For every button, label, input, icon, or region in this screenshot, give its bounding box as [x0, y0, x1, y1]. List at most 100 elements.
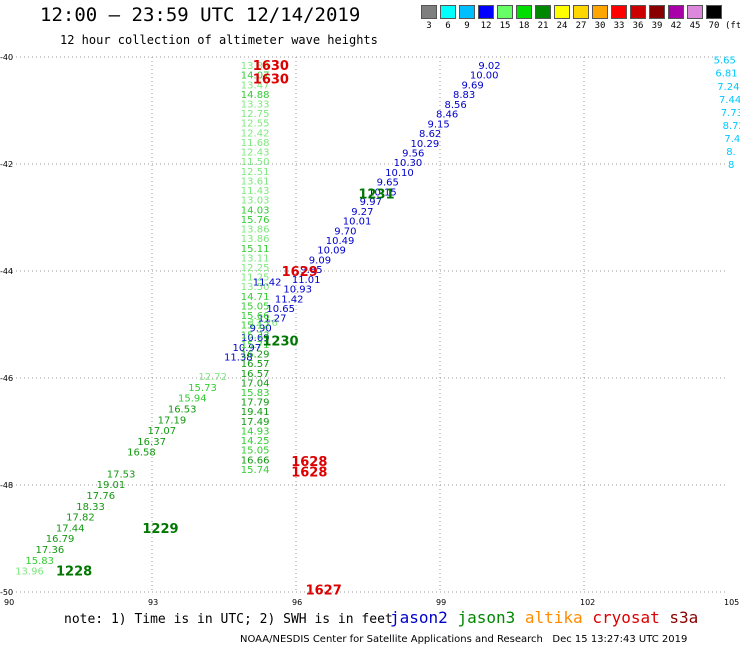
x-tick-label: 99: [436, 598, 446, 607]
swh-value-label: 15.05: [241, 446, 270, 457]
swh-value-label: 16.57: [241, 359, 270, 370]
swh-value-label: 10.69: [241, 333, 270, 344]
legend-label: 27: [575, 21, 587, 31]
swh-value-label: 7.44: [719, 95, 740, 106]
satellite-legend-altika: altika: [524, 608, 593, 627]
swh-value-label: 9.85: [300, 265, 322, 276]
swh-value-label: 15.71: [241, 340, 270, 351]
swh-value-label: 15.76: [241, 215, 270, 226]
satellite-legend-s3a: s3a: [669, 608, 699, 627]
swh-value-label: 15.73: [188, 383, 217, 394]
y-tick-label: -40: [0, 53, 13, 62]
footer-credit: NOAA/NESDIS Center for Satellite Applica…: [240, 634, 688, 645]
swh-value-label: 16.58: [127, 448, 156, 459]
swh-value-label: 14.25: [241, 436, 270, 447]
swh-value-label: 8.56: [444, 100, 466, 111]
legend-bin: 18: [516, 5, 532, 31]
time-label: 1228: [56, 565, 92, 580]
swh-value-label: 11.68: [241, 138, 270, 149]
satellite-legend-cryosat: cryosat: [592, 608, 670, 627]
swh-value-label: 17.44: [56, 523, 85, 534]
swh-value-label: 15.94: [178, 394, 207, 405]
swh-value-label: 10.93: [283, 285, 312, 296]
swh-value-label: 16.66: [241, 455, 270, 466]
legend-swatch: [611, 5, 627, 19]
swh-value-label: 10.00: [470, 71, 499, 82]
note-text: note: 1) Time is in UTC; 2) SWH is in fe…: [64, 612, 393, 627]
swh-value-label: 17.36: [36, 545, 65, 556]
time-label: 1230: [262, 335, 298, 350]
legend-label: 24: [556, 21, 568, 31]
time-label: 1630: [253, 72, 289, 87]
swh-value-label: 13.50: [241, 282, 270, 293]
swh-value-label: 16.79: [46, 534, 75, 545]
swh-value-label: 9.56: [402, 148, 424, 159]
y-tick-label: -44: [0, 267, 13, 276]
swh-value-label: 10.30: [394, 158, 423, 169]
satellite-legend-jason3: jason3: [457, 608, 525, 627]
swh-value-label: 15.74: [241, 465, 270, 476]
legend-label: 9: [464, 21, 470, 31]
swh-value-label: 12.42: [241, 128, 270, 139]
swh-value-label: 13.61: [241, 176, 270, 187]
swh-value-label: 17.07: [147, 426, 176, 437]
swh-value-label: 17.04: [241, 378, 270, 389]
swh-value-label: 17.19: [158, 415, 187, 426]
legend-bin: 21: [535, 5, 551, 31]
legend-bin: 24: [554, 5, 570, 31]
legend-bin: 3: [421, 5, 437, 31]
swh-value-label: 18.33: [76, 502, 105, 513]
swh-value-label: 9.15: [428, 119, 450, 130]
legend-swatch: [592, 5, 608, 19]
swh-value-label: 16.29: [241, 350, 270, 361]
swh-value-label: 13.39: [241, 61, 270, 72]
swh-value-label: 7.73: [721, 108, 740, 119]
swh-value-label: 19.41: [241, 407, 270, 418]
swh-value-label: 5.65: [714, 56, 736, 67]
swh-value-label: 13.03: [241, 196, 270, 207]
legend-label: 33: [613, 21, 625, 31]
legend-swatch: [497, 5, 513, 19]
swh-value-label: 8.46: [436, 110, 458, 121]
y-tick-label: -48: [0, 481, 13, 490]
legend-bin: 33: [611, 5, 627, 31]
legend-bin: 27: [573, 5, 589, 31]
swh-value-label: 15.83: [241, 388, 270, 399]
x-tick-label: 96: [292, 598, 302, 607]
swh-value-label: 14.07: [241, 71, 270, 82]
legend-label: 45: [689, 21, 701, 31]
legend-bin: 45: [687, 5, 703, 31]
legend-unit: (ft): [725, 21, 740, 31]
swh-value-label: 15.05: [241, 301, 270, 312]
swh-value-label: 12.75: [241, 109, 270, 120]
swh-value-label: 13.33: [241, 99, 270, 110]
legend-label: 70: [708, 21, 720, 31]
swh-value-label: 16.37: [137, 437, 166, 448]
legend-bin: 12: [478, 5, 494, 31]
legend-swatch: [535, 5, 551, 19]
swh-value-label: 17.53: [107, 469, 136, 480]
time-label: 1630: [253, 59, 289, 74]
legend-bin: 6: [440, 5, 456, 31]
swh-value-label: 11.25: [241, 273, 270, 284]
swh-value-label: 8: [728, 160, 734, 171]
swh-value-label: 14.93: [241, 426, 270, 437]
swh-value-label: 14.03: [241, 205, 270, 216]
x-tick-label: 93: [148, 598, 158, 607]
y-tick-label: -50: [0, 588, 13, 597]
legend-bin: 30: [592, 5, 608, 31]
swh-value-label: 10.65: [266, 304, 295, 315]
swh-value-label: 10.10: [385, 168, 414, 179]
swh-value-label: 10.01: [343, 217, 372, 228]
swh-value-label: 15.33: [241, 330, 270, 341]
swh-value-label: 17.79: [241, 398, 270, 409]
legend-bin: 39: [649, 5, 665, 31]
legend-label: 12: [480, 21, 492, 31]
swh-value-label: 12.43: [241, 148, 270, 159]
swh-value-label: 7.24: [717, 82, 739, 93]
swh-value-label: 10.97: [232, 343, 261, 354]
swh-value-label: 13.86: [241, 225, 270, 236]
swh-value-label: 15.12: [241, 321, 270, 332]
swh-value-label: 8.83: [453, 90, 475, 101]
legend-swatch: [478, 5, 494, 19]
